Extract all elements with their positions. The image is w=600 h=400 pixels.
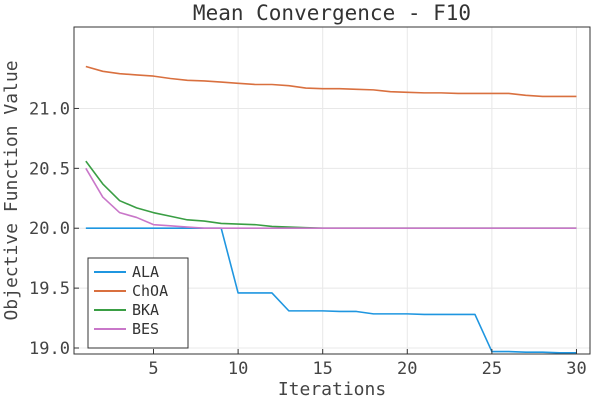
chart-title: Mean Convergence - F10 — [193, 1, 471, 25]
x-tick-label: 30 — [566, 359, 586, 379]
y-tick-label: 19.0 — [29, 339, 70, 359]
series-line-bka — [85, 160, 577, 230]
x-axis-label: Iterations — [278, 379, 386, 400]
legend-label-ala: ALA — [132, 263, 159, 281]
y-axis-ticks: 19.0 19.5 20.0 20.5 21.0 — [29, 99, 79, 359]
x-axis-ticks: 5 10 15 20 25 30 — [148, 349, 587, 379]
legend-label-bes: BES — [132, 320, 159, 338]
legend-label-choa: ChOA — [132, 282, 168, 300]
plot-frame — [73, 26, 591, 355]
legend-label-bka: BKA — [132, 301, 159, 319]
y-tick-label: 21.0 — [29, 99, 70, 119]
series-line-bes — [85, 167, 577, 230]
y-tick-label: 20.5 — [29, 159, 70, 179]
x-tick-label: 15 — [312, 359, 332, 379]
y-tick-label: 19.5 — [29, 279, 70, 299]
series-lines — [85, 65, 577, 354]
series-line-ala — [85, 227, 577, 354]
x-tick-label: 5 — [148, 359, 158, 379]
y-axis-label: Objective Function Value — [1, 60, 22, 320]
y-tick-label: 20.0 — [29, 219, 70, 239]
x-tick-label: 25 — [482, 359, 502, 379]
series-line-choa — [85, 65, 577, 98]
x-tick-label: 10 — [228, 359, 248, 379]
x-tick-label: 20 — [397, 359, 417, 379]
